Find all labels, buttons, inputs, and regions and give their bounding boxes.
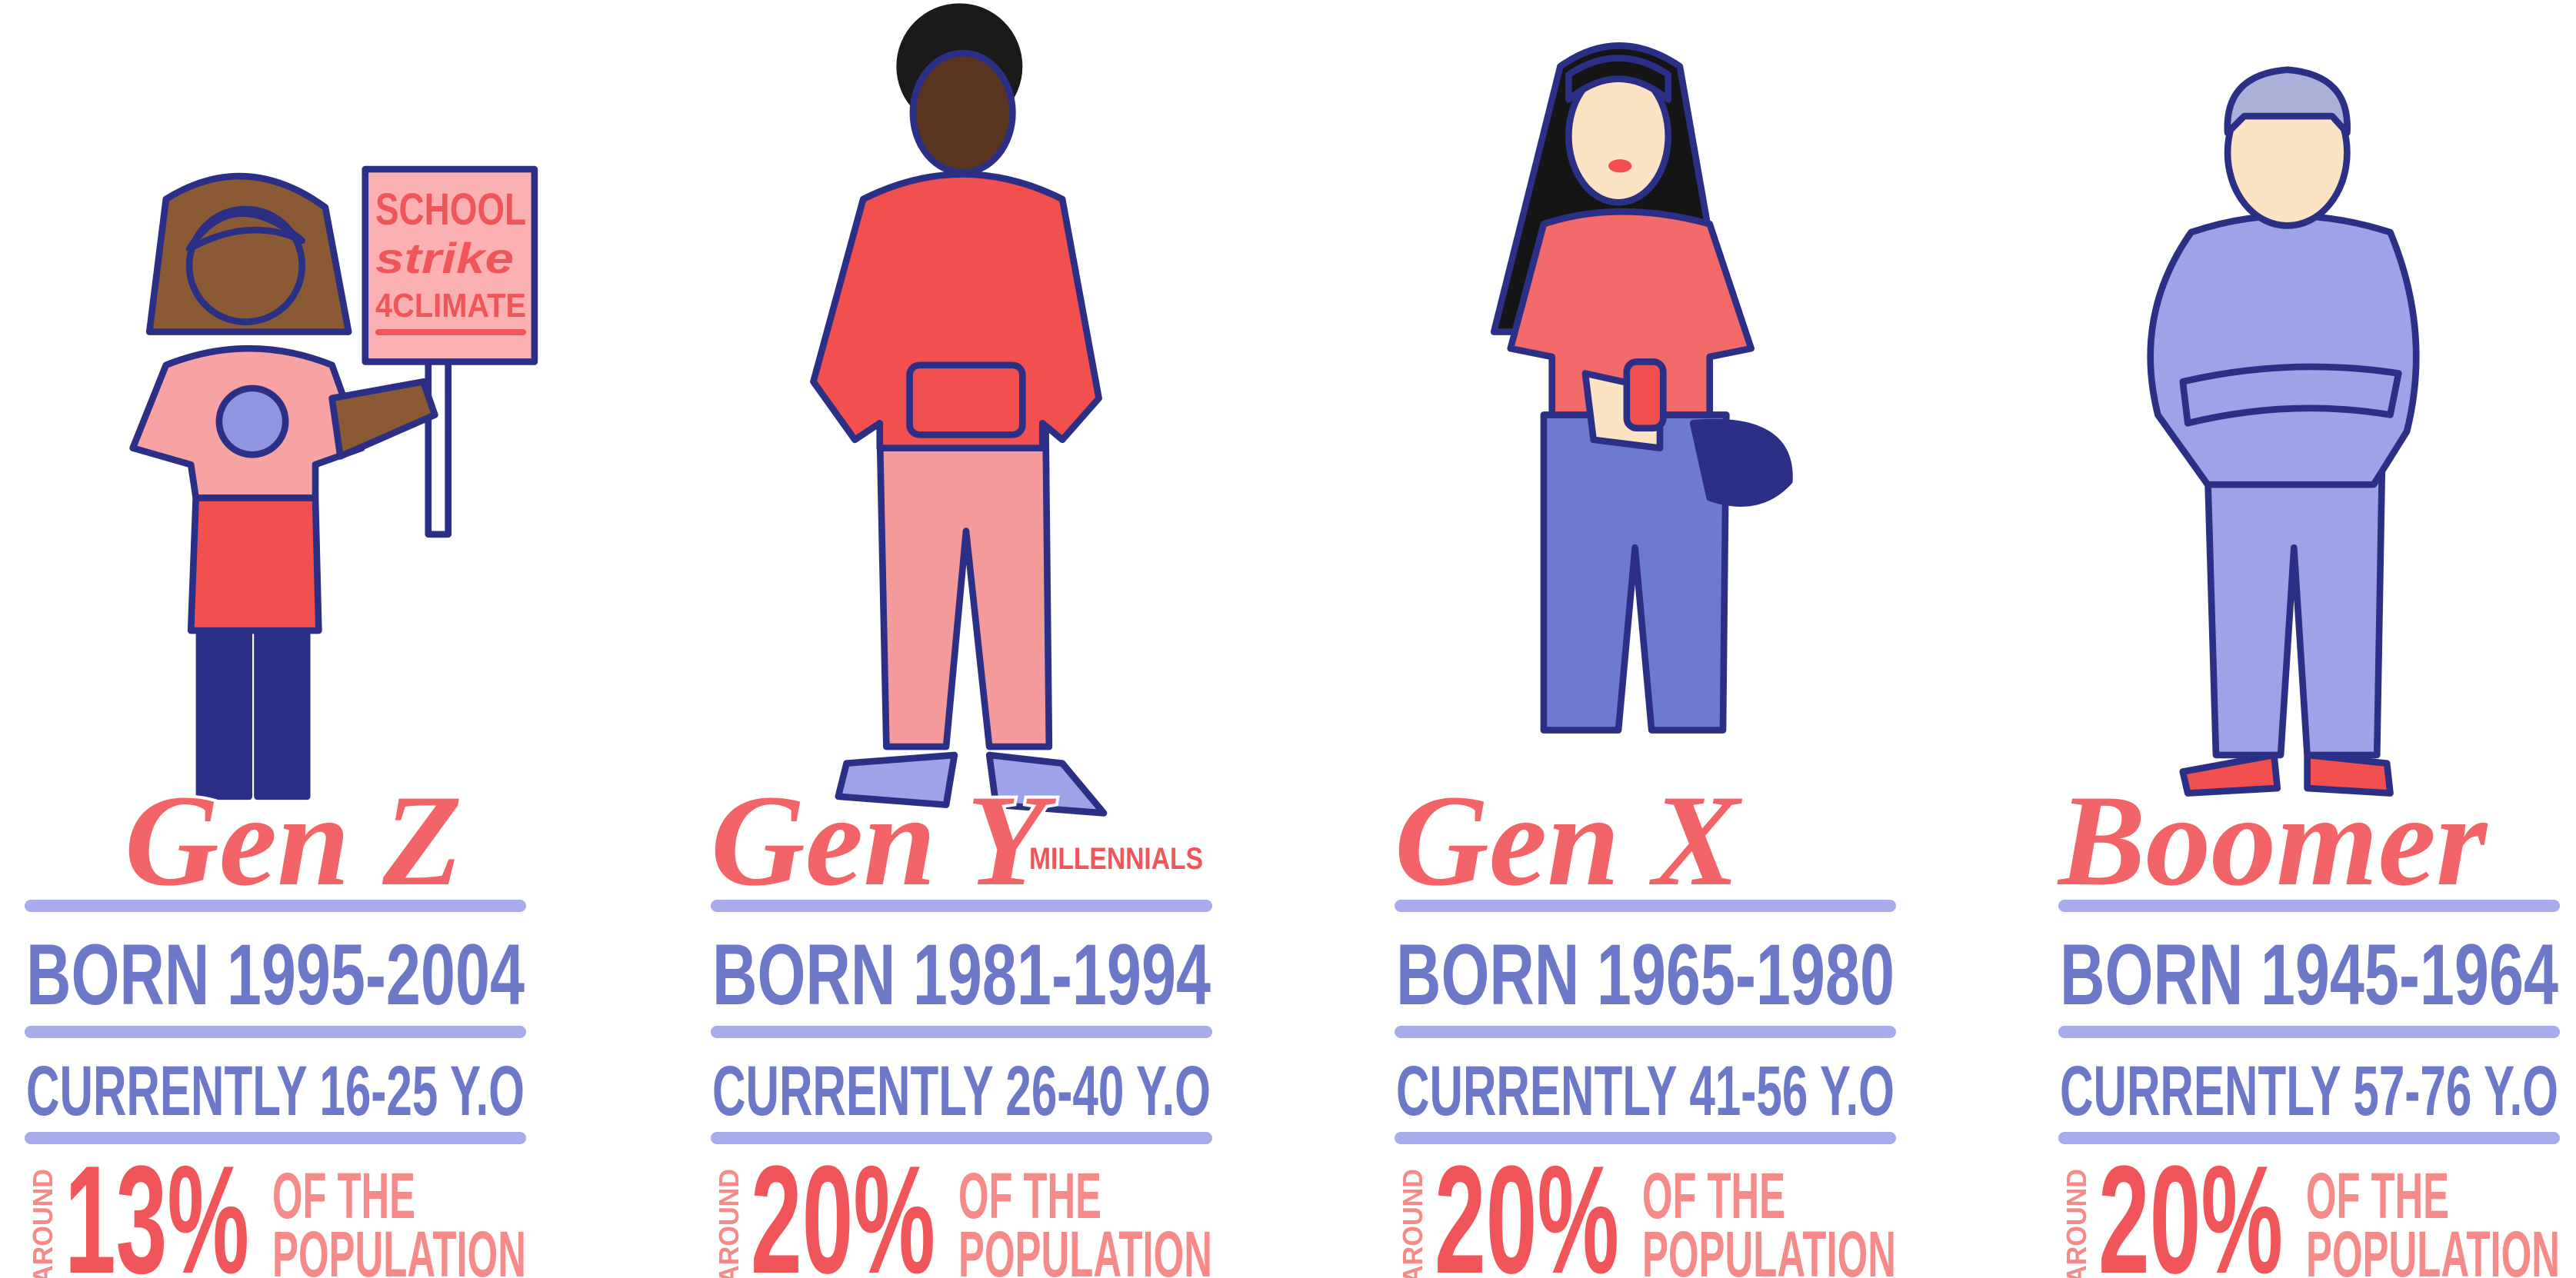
population-text: POPULATION [958,1218,1212,1278]
born-text: BORN 1965-1980 [1396,927,1895,1023]
generation-name: Gen Z [125,768,462,913]
infographic: Gen Z BORN 1995-2004 CURRENTLY 16-25 Y.O AR… [0,0,2576,1278]
sign-text: strike [375,234,514,282]
divider [1395,1026,1896,1038]
divider [711,900,1212,912]
population-text: POPULATION [2306,1218,2560,1278]
generation-column: Boomer BORN 1945-1964 CURRENTLY 57-76 Y.O A… [2057,768,2560,1278]
divider [2058,900,2560,912]
around-text: AROUND [2061,1169,2092,1278]
sign-text: SCHOOL [375,185,526,235]
figure-gen-y [813,3,1104,813]
percent-text: 20% [751,1134,935,1278]
born-text: BORN 1995-2004 [26,927,525,1023]
generation-name: Boomer [2057,768,2488,913]
born-text: BORN 1945-1964 [2060,927,2558,1023]
currently-text: CURRENTLY 16-25 Y.O [26,1052,525,1130]
generation-subtitle: MILLENNIALS [1029,842,1203,876]
percent-text: 20% [2098,1134,2283,1278]
currently-text: CURRENTLY 57-76 Y.O [2060,1052,2558,1130]
currently-text: CURRENTLY 26-40 Y.O [712,1052,1211,1130]
around-text: AROUND [27,1169,58,1278]
divider [1395,900,1896,912]
generation-name: Gen X [1395,768,1742,913]
generation-column: Gen X BORN 1965-1980 CURRENTLY 41-56 Y.O AR… [1395,768,1896,1278]
population-text: POPULATION [272,1218,526,1278]
sign-text: 4CLIMATE [375,287,526,324]
divider [2058,1026,2560,1038]
sign-underline [375,329,526,335]
currently-text: CURRENTLY 41-56 Y.O [1396,1052,1895,1130]
figure-boomer [2151,70,2417,794]
figures [133,3,2417,813]
percent-text: 13% [65,1134,249,1278]
generation-name: Gen Y [711,768,1056,913]
population-text: POPULATION [1642,1218,1896,1278]
lips [1608,159,1631,172]
page: Gen Z BORN 1995-2004 CURRENTLY 16-25 Y.O AR… [0,0,2576,1278]
divider [711,1026,1212,1038]
born-text: BORN 1981-1994 [712,927,1211,1023]
divider [25,900,526,912]
around-text: AROUND [713,1169,745,1278]
around-text: AROUND [1397,1169,1428,1278]
percent-text: 20% [1435,1134,1619,1278]
divider [25,1026,526,1038]
figure-gen-x [1494,45,1789,730]
